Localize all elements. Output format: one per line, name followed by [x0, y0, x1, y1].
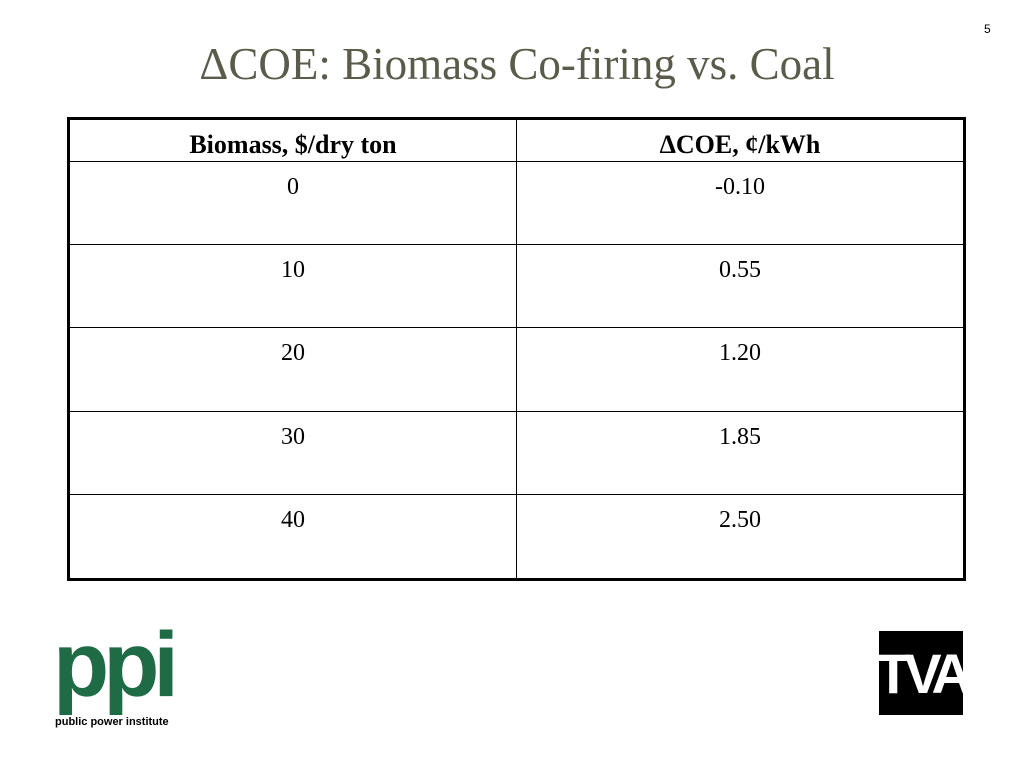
header-cell: Biomass, $/dry ton: [68, 118, 517, 162]
table-body: 0 -0.10 10 0.55 20 1.20 30 1.85 40 2.50: [68, 160, 965, 581]
slide-title: ΔCOE: Biomass Co-firing vs. Coal: [199, 39, 835, 89]
header-row: Biomass, $/dry ton ΔCOE, ¢/kWh: [68, 118, 965, 162]
table-row: 30 1.85: [68, 410, 965, 495]
table-cell: 1.20: [516, 327, 965, 412]
table-cell: 0.55: [516, 244, 965, 329]
table-row: 40 2.50: [68, 493, 965, 581]
table-header: Biomass, $/dry ton ΔCOE, ¢/kWh: [68, 118, 965, 162]
table-cell: 20: [68, 327, 517, 412]
table-cell: 10: [68, 244, 517, 329]
table-cell: 40: [68, 493, 517, 581]
ppi-logo: ppi: [53, 614, 179, 716]
slide-number: 5: [984, 22, 991, 36]
table-row: 0 -0.10: [68, 160, 965, 246]
table-cell: 2.50: [516, 493, 965, 581]
tva-logo: TVA: [876, 631, 972, 715]
data-table: Biomass, $/dry ton ΔCOE, ¢/kWh 0 -0.10 10 0.…: [67, 117, 966, 581]
table-cell: -0.10: [516, 160, 965, 246]
ppi-caption: public power institute: [55, 716, 169, 728]
table-row: 10 0.55: [68, 244, 965, 329]
table-cell: 0: [68, 160, 517, 246]
table-cell: 1.85: [516, 410, 965, 495]
table-row: 20 1.20: [68, 327, 965, 412]
table-cell: 30: [68, 410, 517, 495]
header-cell: ΔCOE, ¢/kWh: [516, 118, 965, 162]
